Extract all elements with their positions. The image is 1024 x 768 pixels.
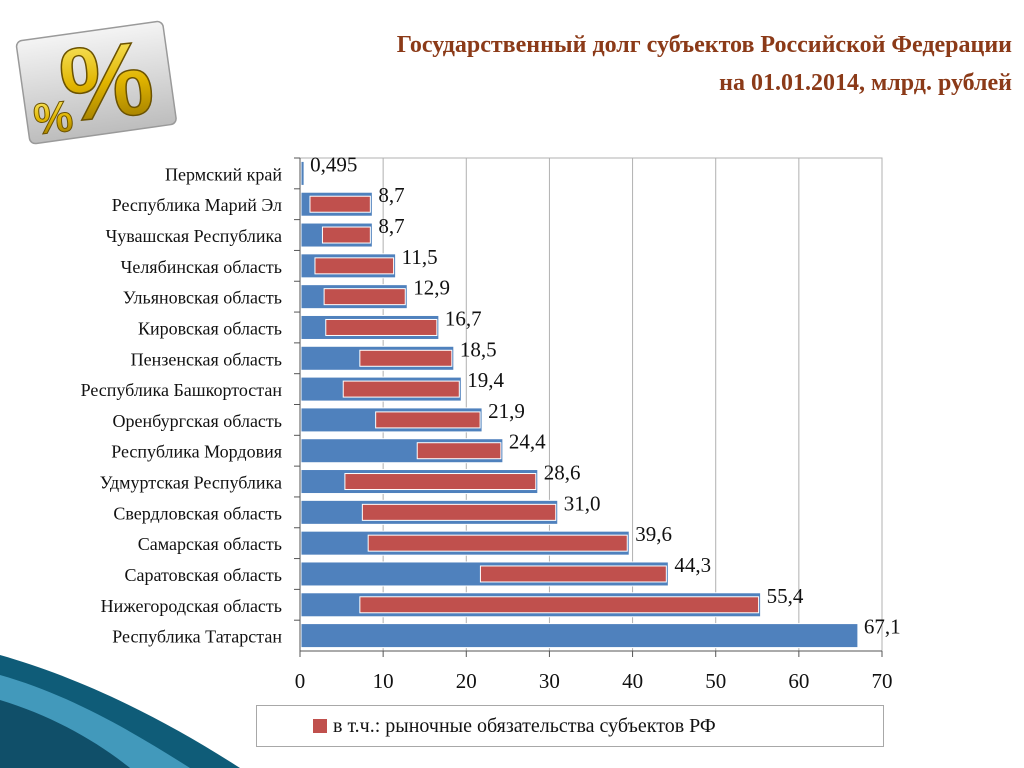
value-label: 21,9	[488, 399, 525, 423]
value-label: 12,9	[413, 276, 450, 300]
value-label: 24,4	[509, 430, 546, 454]
value-label: 8,7	[378, 183, 404, 207]
category-label: Самарская область	[138, 534, 282, 554]
market-debt-bar	[416, 442, 502, 460]
x-tick-label: 30	[539, 669, 560, 693]
value-label: 31,0	[564, 491, 601, 515]
market-debt-bar	[309, 195, 371, 213]
category-label: Челябинская область	[121, 257, 282, 277]
market-debt-bar	[325, 318, 438, 336]
category-label: Нижегородская область	[101, 596, 282, 616]
value-label: 11,5	[402, 245, 438, 269]
value-label: 0,495	[310, 152, 357, 176]
value-label: 18,5	[460, 337, 497, 361]
category-label: Пензенская область	[131, 349, 282, 369]
bars-layer	[300, 160, 859, 649]
x-tick-label: 20	[456, 669, 477, 693]
value-label: 19,4	[467, 368, 504, 392]
x-tick-label: 70	[872, 669, 893, 693]
category-label: Свердловская область	[113, 503, 282, 523]
market-debt-bar	[342, 380, 460, 398]
category-label: Ульяновская область	[123, 288, 282, 308]
labels-layer: 0 10 20 30 40 50 60 70 Пермский край 0,495 Республ…	[81, 152, 901, 693]
legend-market-swatch	[313, 719, 327, 733]
x-tick-label: 60	[788, 669, 809, 693]
value-label: 44,3	[674, 553, 711, 577]
value-label: 28,6	[544, 461, 581, 485]
market-debt-bar	[359, 349, 453, 367]
chart-legend: в т.ч.: рыночные обязательства субъектов…	[256, 705, 884, 747]
slide-title: Государственный долг субъектов Российско…	[192, 26, 1012, 102]
category-label: Кировская область	[138, 318, 282, 338]
market-debt-bar	[367, 534, 628, 552]
market-debt-bar	[344, 473, 537, 491]
market-debt-bar	[314, 257, 395, 275]
market-debt-bar	[321, 226, 371, 244]
total-debt-bar	[300, 160, 305, 186]
category-label: Республика Мордовия	[111, 442, 282, 462]
market-debt-bar	[375, 411, 481, 429]
market-debt-bar	[323, 288, 406, 306]
category-label: Республика Татарстан	[112, 627, 282, 647]
value-label: 67,1	[864, 615, 901, 639]
market-debt-bar	[361, 503, 557, 521]
total-debt-bar	[300, 623, 859, 649]
value-label: 16,7	[445, 306, 482, 330]
category-label: Удмуртская Республика	[100, 473, 282, 493]
logo-percent-large: %	[54, 20, 158, 145]
title-line-2: на 01.01.2014, млрд. рублей	[719, 70, 1012, 96]
value-label: 8,7	[378, 214, 404, 238]
value-label: 55,4	[767, 584, 804, 608]
x-tick-label: 40	[622, 669, 643, 693]
category-label: Республика Башкортостан	[81, 380, 283, 400]
category-label: Республика Марий Эл	[112, 195, 282, 215]
market-debt-bar	[359, 596, 760, 614]
category-label: Оренбургская область	[113, 411, 282, 431]
logo-percent-small: %	[31, 92, 75, 145]
percent-logo: % %	[15, 19, 177, 146]
market-debt-bar	[479, 565, 667, 583]
legend-market-label: в т.ч.: рыночные обязательства субъектов…	[333, 714, 716, 737]
x-tick-label: 50	[705, 669, 726, 693]
x-tick-label: 0	[295, 669, 306, 693]
category-label: Саратовская область	[124, 565, 282, 585]
category-label: Чувашская Республика	[106, 226, 282, 246]
x-tick-label: 10	[373, 669, 394, 693]
value-label: 39,6	[635, 522, 672, 546]
grid-layer	[294, 157, 883, 657]
title-line-1: Государственный долг субъектов Российско…	[396, 32, 1012, 58]
category-label: Пермский край	[165, 164, 282, 184]
